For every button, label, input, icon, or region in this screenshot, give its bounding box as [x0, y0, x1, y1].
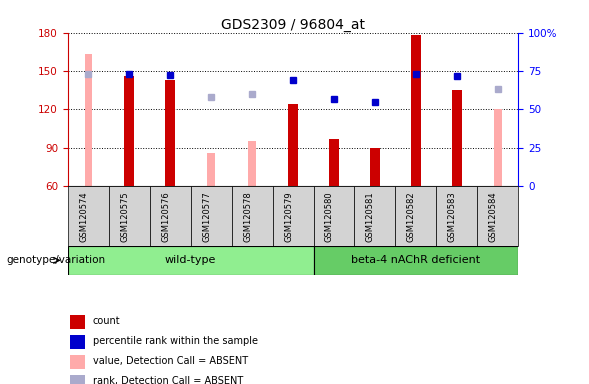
Bar: [231, 186, 273, 246]
Text: GSM120575: GSM120575: [120, 191, 129, 242]
Text: GSM120576: GSM120576: [161, 191, 170, 242]
Bar: [494, 109, 501, 186]
Bar: [370, 148, 380, 186]
Text: GSM120578: GSM120578: [243, 191, 252, 242]
Text: GSM120581: GSM120581: [366, 191, 375, 242]
Text: GSM120574: GSM120574: [79, 191, 88, 242]
Bar: [165, 80, 176, 186]
Bar: [124, 76, 134, 186]
Text: rank, Detection Call = ABSENT: rank, Detection Call = ABSENT: [92, 376, 243, 384]
Text: GSM120577: GSM120577: [202, 191, 211, 242]
Bar: [70, 375, 85, 384]
Text: GSM120584: GSM120584: [489, 191, 498, 242]
Bar: [249, 141, 256, 186]
Text: count: count: [92, 316, 120, 326]
Bar: [70, 355, 85, 369]
Bar: [150, 186, 191, 246]
Bar: [355, 186, 395, 246]
Text: wild-type: wild-type: [165, 255, 216, 265]
Bar: [288, 104, 298, 186]
Bar: [207, 153, 215, 186]
Text: GSM120583: GSM120583: [448, 191, 457, 242]
Text: GSM120579: GSM120579: [284, 191, 293, 242]
Bar: [191, 186, 231, 246]
Bar: [85, 55, 92, 186]
Bar: [70, 315, 85, 329]
Bar: [70, 335, 85, 349]
Text: GSM120580: GSM120580: [325, 191, 334, 242]
Bar: [313, 246, 518, 275]
Bar: [68, 186, 109, 246]
Bar: [329, 139, 339, 186]
Title: GDS2309 / 96804_at: GDS2309 / 96804_at: [221, 18, 365, 31]
Bar: [313, 186, 355, 246]
Bar: [109, 186, 150, 246]
Bar: [436, 186, 477, 246]
Text: GSM120582: GSM120582: [407, 191, 416, 242]
Bar: [477, 186, 518, 246]
Bar: [452, 90, 462, 186]
Text: beta-4 nAChR deficient: beta-4 nAChR deficient: [352, 255, 481, 265]
Text: value, Detection Call = ABSENT: value, Detection Call = ABSENT: [92, 356, 248, 366]
Bar: [395, 186, 436, 246]
Text: genotype/variation: genotype/variation: [6, 255, 105, 265]
Bar: [68, 246, 313, 275]
Bar: [273, 186, 313, 246]
Text: percentile rank within the sample: percentile rank within the sample: [92, 336, 257, 346]
Bar: [411, 35, 421, 186]
